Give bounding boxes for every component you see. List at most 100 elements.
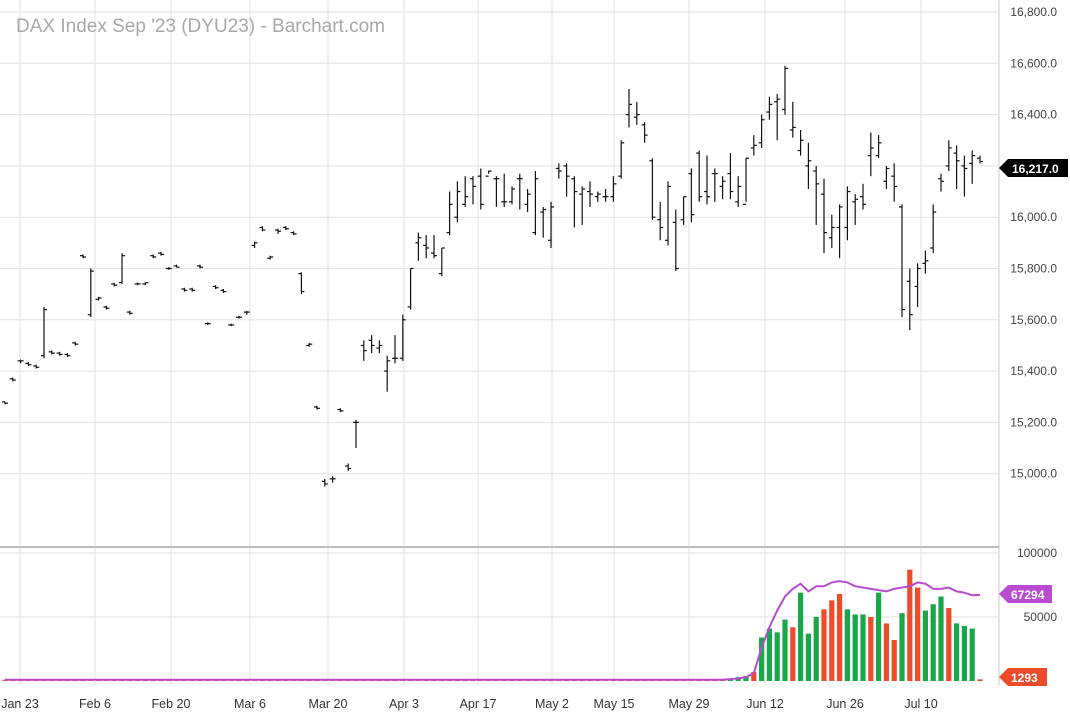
ohlc-bar [548,201,554,248]
ohlc-bar [860,183,866,210]
date-tick-label: Feb 6 [79,697,111,711]
ohlc-bar [87,268,94,318]
ohlc-bar [134,282,141,286]
ohlc-bar [204,322,211,325]
date-tick-label: Jun 12 [746,697,784,711]
ohlc-bar [251,241,258,248]
price-tick-label: 15,800.0 [1010,262,1057,276]
date-tick-label: Mar 6 [234,697,266,711]
volume-bar [829,600,835,681]
ohlc-bar [719,176,726,200]
volume-average-badge-shape [999,585,1052,603]
ohlc-bar [930,204,937,254]
ohlc-bar [470,176,476,205]
price-tick-label: 15,600.0 [1010,313,1057,327]
ohlc-bar [602,188,609,202]
date-tick-label: Mar 20 [309,697,348,711]
ohlc-bar [329,476,336,483]
volume-bar [876,592,882,681]
ohlc-bar [805,142,812,189]
volume-bar [852,614,858,681]
volume-axis-ticks: 100000 50000 [1017,546,1057,624]
price-tick-label: 16,800.0 [1010,5,1057,19]
ohlc-bar [454,181,461,223]
ohlc-bar [891,163,898,202]
ohlc-bar [641,122,648,143]
ohlc-bar [197,264,203,269]
volume-bar [774,632,780,681]
volume-bar [954,623,960,681]
ohlc-bar [797,129,804,156]
ohlc-bar [750,135,757,156]
ohlc-bar [938,173,944,192]
ohlc-bar [314,405,320,410]
ohlc-bar [181,287,188,292]
ohlc-bar [945,140,952,172]
ohlc-bar [509,186,515,205]
ohlc-bar [119,253,125,284]
price-axis-ticks: 16,800.016,600.016,400.016,200.016,000.0… [1010,5,1057,481]
ohlc-bar [298,272,305,295]
volume-bar [813,617,819,681]
volume-bar [805,633,811,681]
ohlc-bar [150,254,157,259]
ohlc-bar [384,355,391,392]
volume-bar [969,628,975,681]
ohlc-bar [462,176,469,207]
price-tick-label: 15,400.0 [1010,364,1057,378]
ohlc-bar [33,364,40,369]
ohlc-bar [844,186,851,241]
volume-badge-shape [999,668,1047,686]
volume-bar [798,592,804,681]
ohlc-bar [540,206,547,238]
date-tick-label: May 15 [594,697,635,711]
date-tick-label: May 29 [669,697,710,711]
ohlc-bar [867,132,874,177]
ohlc-bar [2,401,8,405]
price-tick-label: 15,000.0 [1010,467,1057,481]
ohlc-bar [282,226,289,231]
volume-bar [891,640,897,681]
ohlc-bar [423,235,430,259]
date-tick-label: Feb 20 [152,697,191,711]
volume-average-label: 67294 [1011,588,1045,602]
date-tick-label: May 2 [535,697,569,711]
volume-label: 1293 [1011,671,1038,685]
ohlc-bar [103,305,110,310]
ohlc-bar [399,314,406,361]
date-tick-label: Apr 3 [389,697,419,711]
ohlc-bar [353,419,359,449]
ohlc-bar [95,296,102,301]
ohlc-bar [657,201,664,241]
ohlc-bar [173,264,180,268]
ohlc-bar [345,463,352,472]
volume-bar [837,593,843,681]
ohlc-bar [228,323,235,327]
ohlc-bar [633,101,640,125]
ohlc-bar [563,163,570,197]
last-price-badge-shape [999,159,1068,177]
volume-bar [860,614,866,681]
date-tick-label: Apr 17 [460,697,497,711]
ohlc-bar [571,176,578,228]
volume-bar [790,627,796,681]
date-axis-ticks: Jan 23 Feb 6 Feb 20 Mar 6 Mar 20 Apr 3 Apr 17 M… [1,697,937,711]
volume-bar [883,623,889,681]
ohlc-bar [774,94,781,141]
ohlc-bar [48,350,55,355]
chart-title: DAX Index Sep '23 (DYU23) - Barchart.com [16,16,385,37]
ohlc-bar [306,342,313,347]
volume-bar [766,628,772,681]
ohlc-bar [680,196,687,225]
ohlc-bar [711,168,718,202]
ohlc-bar [735,176,742,207]
volume-bar [977,679,983,681]
ohlc-bar [953,145,960,189]
ohlc-bar [649,158,656,220]
ohlc-bar [516,173,523,210]
volume-bar [743,675,749,681]
last-price-badge: 16,217.0 [999,159,1068,177]
ohlc-bar [914,263,921,307]
